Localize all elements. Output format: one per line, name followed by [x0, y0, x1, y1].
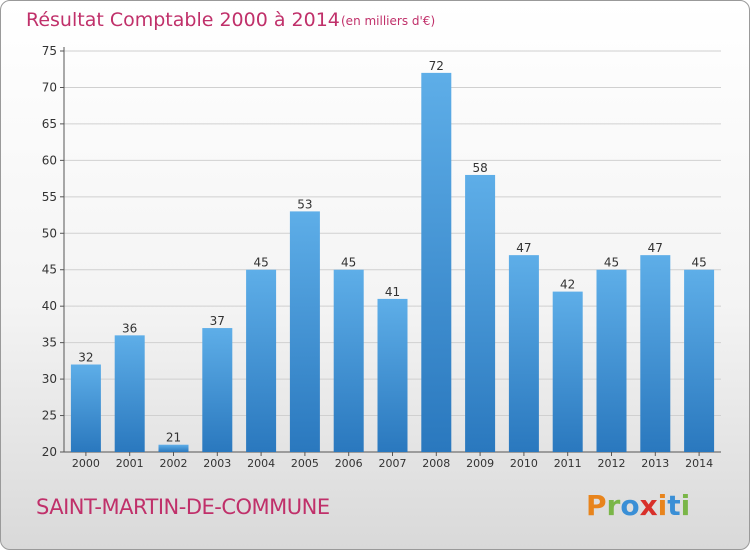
y-tick-label: 35	[42, 336, 57, 350]
data-label-2002: 21	[166, 431, 181, 445]
y-tick-label: 75	[42, 44, 57, 58]
x-tick-label-2006: 2006	[335, 457, 363, 470]
data-label-2010: 47	[516, 241, 531, 255]
bar-2003	[202, 328, 233, 452]
data-label-2009: 58	[472, 161, 487, 175]
bar-2011	[552, 291, 583, 452]
bar-2007	[377, 298, 408, 452]
y-tick-label: 25	[42, 409, 57, 423]
x-tick-label-2004: 2004	[247, 457, 275, 470]
bar-2013	[640, 255, 671, 452]
bar-2000	[70, 364, 101, 452]
y-tick-label: 50	[42, 226, 57, 240]
bar-2012	[596, 269, 627, 452]
chart-title: Résultat Comptable 2000 à 2014	[26, 9, 340, 31]
y-tick-label: 45	[42, 263, 57, 277]
x-tick-label-2012: 2012	[598, 457, 626, 470]
x-tick-label-2009: 2009	[466, 457, 494, 470]
data-label-2001: 36	[122, 321, 137, 335]
bar-2002	[158, 444, 189, 452]
bar-2009	[465, 174, 496, 453]
logo-letter: P	[586, 489, 607, 522]
y-tick-label: 60	[42, 153, 57, 167]
y-tick-label: 55	[42, 190, 57, 204]
logo-letter: i	[657, 489, 668, 522]
x-tick-label-2005: 2005	[291, 457, 319, 470]
x-tick-label-2002: 2002	[160, 457, 188, 470]
commune-name: SAINT-MARTIN-DE-COMMUNE	[36, 495, 330, 519]
x-tick-label-2010: 2010	[510, 457, 538, 470]
data-label-2012: 45	[604, 256, 619, 270]
bar-2005	[289, 211, 320, 452]
data-label-2014: 45	[691, 256, 706, 270]
bar-2008	[421, 72, 452, 452]
proxiti-logo: Proxiti	[586, 489, 690, 522]
data-label-2013: 47	[648, 241, 663, 255]
bar-2006	[333, 269, 364, 452]
data-label-2007: 41	[385, 285, 400, 299]
logo-letter: t	[667, 489, 681, 522]
bar-2001	[114, 335, 145, 452]
y-tick-label: 65	[42, 117, 57, 131]
data-label-2000: 32	[78, 351, 93, 365]
data-label-2011: 42	[560, 278, 575, 292]
logo-letter: x	[639, 489, 658, 522]
x-tick-label-2000: 2000	[72, 457, 100, 470]
x-tick-label-2011: 2011	[554, 457, 582, 470]
x-tick-label-2013: 2013	[641, 457, 669, 470]
x-tick-label-2007: 2007	[379, 457, 407, 470]
bar-2010	[508, 255, 539, 452]
logo-letter: r	[606, 489, 621, 522]
bar-2014	[684, 269, 715, 452]
y-tick-label: 20	[42, 445, 57, 459]
data-label-2008: 72	[429, 59, 444, 73]
logo-letter: o	[620, 489, 640, 522]
chart-subtitle: (en milliers d'€)	[341, 14, 435, 28]
data-label-2006: 45	[341, 256, 356, 270]
y-tick-label: 30	[42, 372, 57, 386]
x-tick-label-2008: 2008	[422, 457, 450, 470]
data-label-2004: 45	[253, 256, 268, 270]
data-label-2005: 53	[297, 197, 312, 211]
y-tick-label: 40	[42, 299, 57, 313]
bar-2004	[246, 269, 277, 452]
x-tick-label-2001: 2001	[116, 457, 144, 470]
data-label-2003: 37	[210, 314, 225, 328]
x-tick-label-2014: 2014	[685, 457, 713, 470]
x-tick-label-2003: 2003	[203, 457, 231, 470]
logo-letter: i	[680, 489, 691, 522]
y-tick-label: 70	[42, 80, 57, 94]
